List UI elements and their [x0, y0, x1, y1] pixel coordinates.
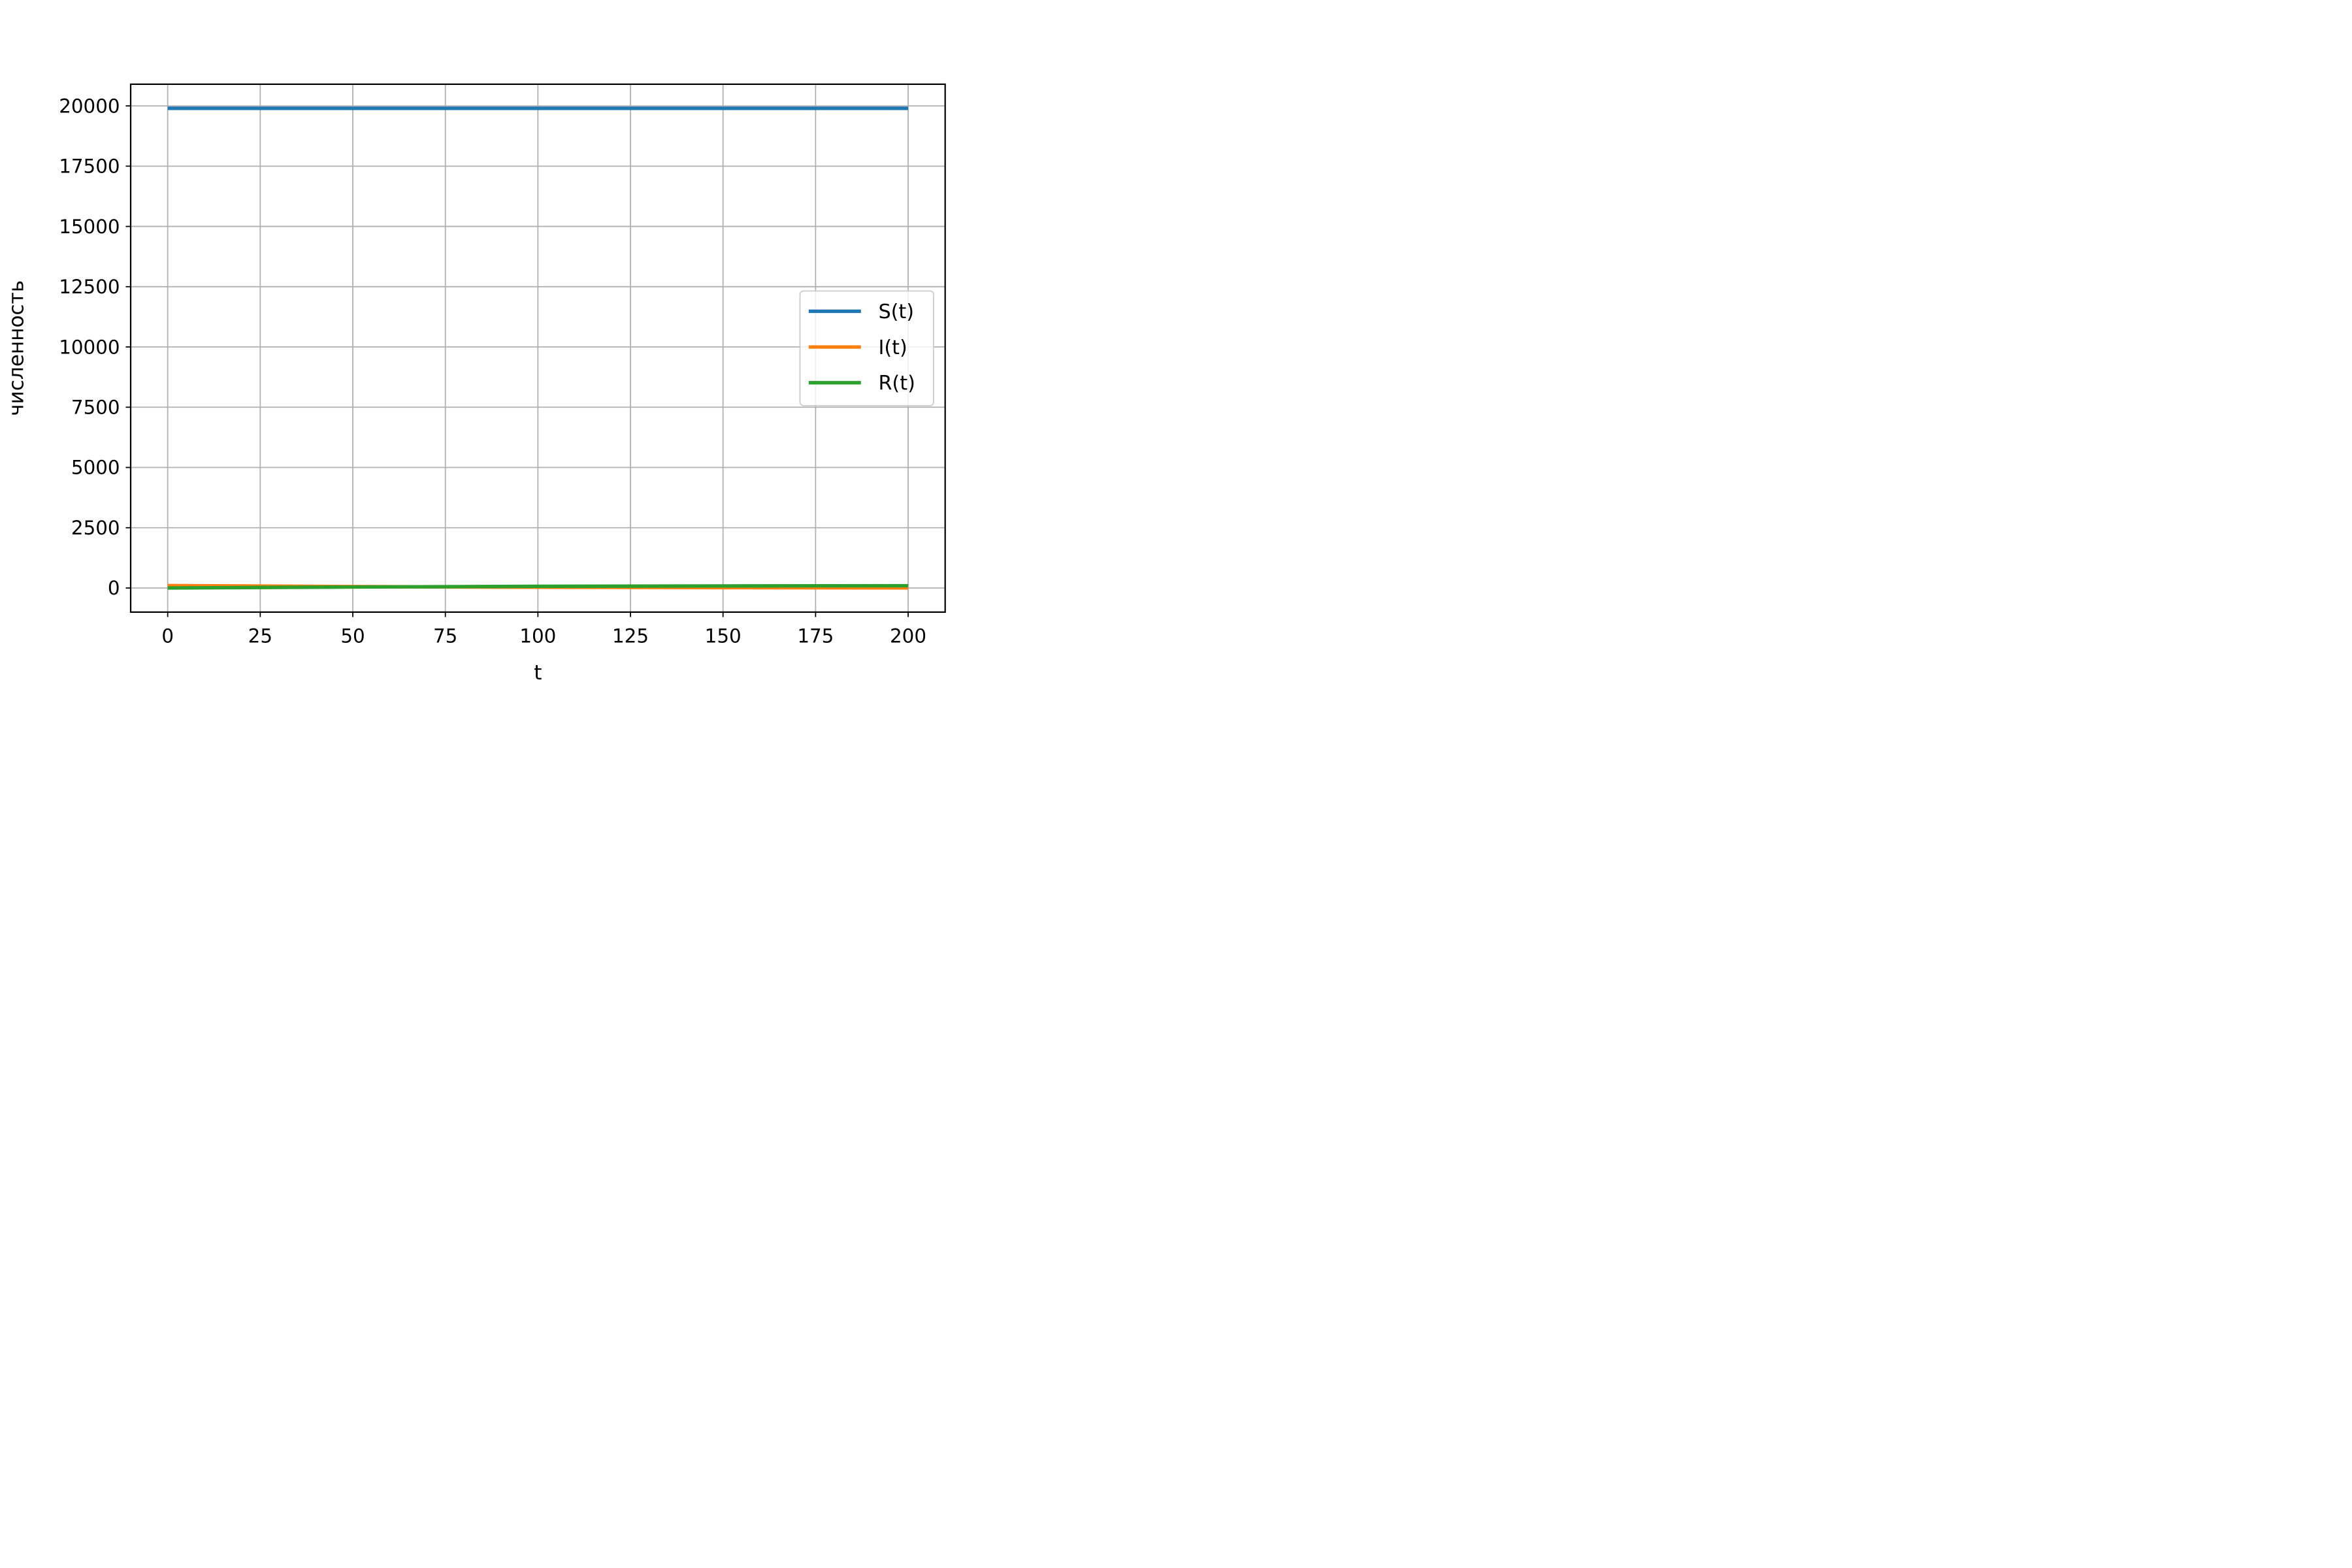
y-tick-label: 2500 — [71, 517, 120, 539]
series-line-rt — [167, 583, 909, 590]
x-tick-label: 25 — [248, 625, 272, 647]
x-tick-label: 175 — [797, 625, 834, 647]
series-lines — [167, 106, 909, 590]
y-tick-label: 20000 — [59, 95, 120, 117]
legend-label: S(t) — [878, 301, 914, 323]
x-tick-label: 150 — [705, 625, 742, 647]
x-tick-label: 50 — [340, 625, 365, 647]
y-tick-label: 5000 — [71, 457, 120, 479]
y-tick-label: 17500 — [59, 155, 120, 178]
line-chart: 0 25 50 75 100 125 150 175 200 0 2500 5000 7500 10000… — [0, 0, 1045, 697]
legend-label: R(t) — [878, 372, 915, 395]
x-axis-label: t — [534, 661, 542, 685]
legend: S(t) I(t) R(t) — [799, 290, 934, 406]
y-tick-label: 7500 — [71, 397, 120, 419]
x-tick-label: 0 — [161, 625, 174, 647]
y-axis-label: численность — [5, 280, 29, 416]
chart-root: 0 25 50 75 100 125 150 175 200 0 2500 5000 7500 10000… — [0, 0, 1045, 697]
x-tick-label: 75 — [433, 625, 457, 647]
y-tick-label: 15000 — [59, 216, 120, 238]
x-tick-label: 100 — [519, 625, 556, 647]
legend-label: I(t) — [878, 336, 907, 359]
y-tick-label: 10000 — [59, 336, 120, 358]
y-tick-label: 12500 — [59, 276, 120, 298]
legend-box — [799, 290, 934, 406]
x-tick-label: 200 — [890, 625, 926, 647]
axis-ticks: 0 25 50 75 100 125 150 175 200 0 2500 5000 7500 10000… — [59, 95, 926, 647]
x-tick-label: 125 — [612, 625, 649, 647]
y-tick-label: 0 — [108, 577, 120, 599]
